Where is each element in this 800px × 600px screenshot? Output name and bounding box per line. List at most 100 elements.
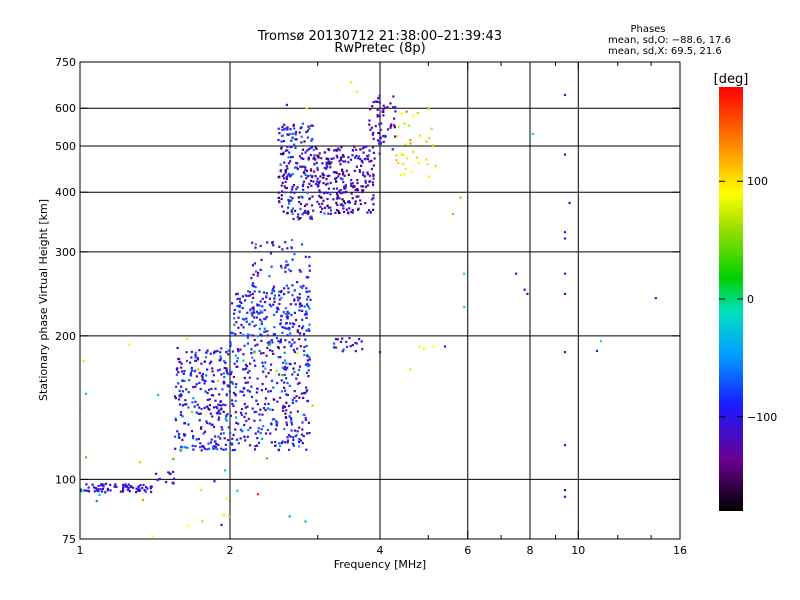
data-point xyxy=(255,410,258,414)
data-point xyxy=(372,137,375,140)
data-point xyxy=(288,312,291,315)
data-point xyxy=(282,404,285,407)
data-point xyxy=(336,194,339,197)
data-point xyxy=(280,140,283,143)
data-point xyxy=(139,484,142,487)
data-point xyxy=(272,285,276,288)
data-point xyxy=(248,291,251,294)
data-point xyxy=(326,175,329,178)
data-point xyxy=(231,399,234,402)
data-point xyxy=(297,299,300,302)
data-point xyxy=(250,352,253,355)
data-point xyxy=(293,362,296,365)
data-point xyxy=(206,406,209,409)
data-point xyxy=(137,488,140,491)
data-point xyxy=(296,352,299,355)
colorbar-tick-label: 100 xyxy=(747,175,768,188)
data-point xyxy=(369,211,372,214)
data-point xyxy=(150,490,153,494)
data-point xyxy=(322,176,325,179)
data-point xyxy=(410,171,413,174)
data-point xyxy=(252,311,255,314)
data-point xyxy=(302,171,305,174)
data-point xyxy=(305,287,308,290)
data-point xyxy=(654,297,657,300)
data-point xyxy=(250,312,253,315)
data-point xyxy=(345,340,348,343)
data-point xyxy=(359,203,362,206)
data-point xyxy=(87,486,90,489)
data-point xyxy=(298,332,301,335)
data-point xyxy=(274,444,277,447)
data-point xyxy=(309,298,312,301)
data-point xyxy=(192,385,195,389)
data-point xyxy=(356,208,360,211)
data-point xyxy=(250,348,253,351)
data-point xyxy=(286,393,289,397)
data-point xyxy=(431,345,434,348)
data-point xyxy=(284,270,287,273)
data-point xyxy=(308,358,311,361)
data-point xyxy=(194,400,197,403)
data-point xyxy=(329,212,333,215)
data-point xyxy=(563,153,567,156)
data-point xyxy=(236,365,239,368)
data-point xyxy=(172,470,175,473)
data-point xyxy=(217,412,220,415)
data-point xyxy=(310,204,314,207)
data-point xyxy=(232,375,235,379)
data-point xyxy=(355,148,358,151)
data-point xyxy=(243,318,246,321)
data-point xyxy=(378,94,381,97)
data-point xyxy=(264,432,268,435)
data-point xyxy=(230,381,233,384)
data-point xyxy=(192,448,195,451)
data-point xyxy=(262,407,266,410)
data-point xyxy=(368,123,371,126)
data-point xyxy=(309,174,312,177)
data-point xyxy=(372,151,375,154)
data-point xyxy=(307,421,310,424)
data-point xyxy=(386,128,390,131)
data-point xyxy=(212,406,215,409)
data-point xyxy=(526,292,529,295)
data-point xyxy=(243,376,246,380)
data-point xyxy=(316,168,319,171)
data-point xyxy=(289,128,292,131)
data-point xyxy=(181,379,184,382)
data-point xyxy=(242,326,245,329)
data-point xyxy=(356,181,359,185)
data-point xyxy=(295,400,298,403)
data-point xyxy=(202,432,205,435)
y-tick-label: 75 xyxy=(62,533,76,546)
data-point xyxy=(308,255,311,259)
data-point xyxy=(91,483,94,486)
data-point xyxy=(283,373,286,376)
data-point xyxy=(393,117,396,120)
data-point xyxy=(265,292,268,295)
data-point xyxy=(184,446,187,449)
data-point xyxy=(183,379,186,383)
data-point xyxy=(254,243,257,246)
data-point xyxy=(286,439,290,442)
data-point xyxy=(563,231,567,234)
data-point xyxy=(305,276,308,279)
data-point xyxy=(276,400,279,403)
data-point xyxy=(113,485,116,488)
data-point xyxy=(85,489,88,492)
data-point xyxy=(265,295,268,298)
data-point xyxy=(305,344,308,347)
data-point xyxy=(287,199,290,202)
data-point xyxy=(253,316,256,319)
data-point xyxy=(308,323,311,326)
data-point xyxy=(290,139,293,142)
data-point xyxy=(290,247,293,250)
data-point xyxy=(242,359,245,362)
chart-title: Tromsø 20130712 21:38:00–21:39:43 xyxy=(257,29,502,44)
data-point xyxy=(278,294,281,297)
data-point xyxy=(301,184,304,188)
data-point xyxy=(198,406,201,409)
data-point xyxy=(306,362,309,365)
data-point xyxy=(304,255,307,258)
data-point xyxy=(305,169,308,172)
